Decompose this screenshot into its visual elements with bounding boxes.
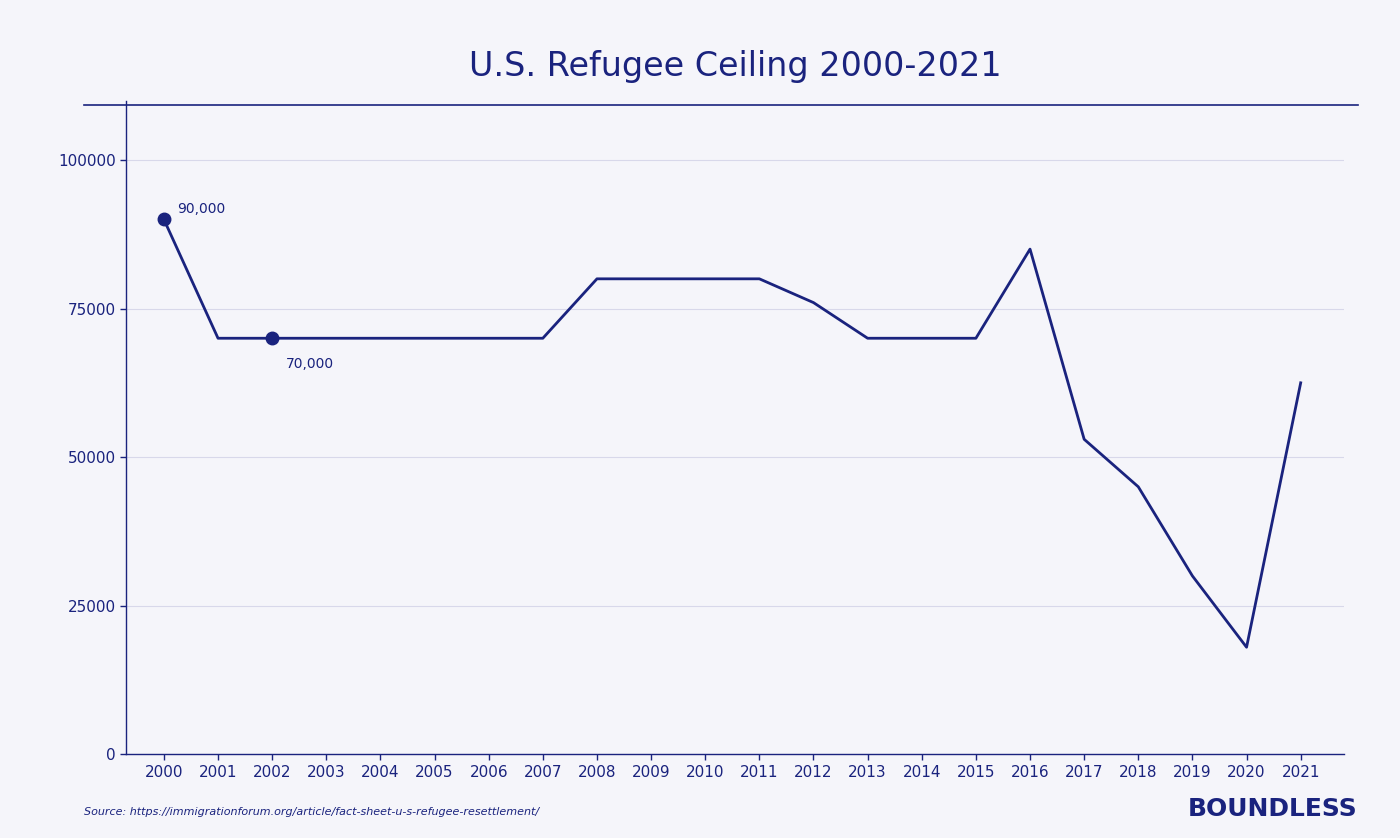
Title: U.S. Refugee Ceiling 2000-2021: U.S. Refugee Ceiling 2000-2021 — [469, 49, 1001, 83]
Text: 90,000: 90,000 — [178, 203, 225, 216]
Text: Source: https://immigrationforum.org/article/fact-sheet-u-s-refugee-resettlement: Source: https://immigrationforum.org/art… — [84, 807, 539, 817]
Text: 70,000: 70,000 — [286, 357, 333, 371]
Text: BOUNDLESS: BOUNDLESS — [1189, 797, 1358, 821]
